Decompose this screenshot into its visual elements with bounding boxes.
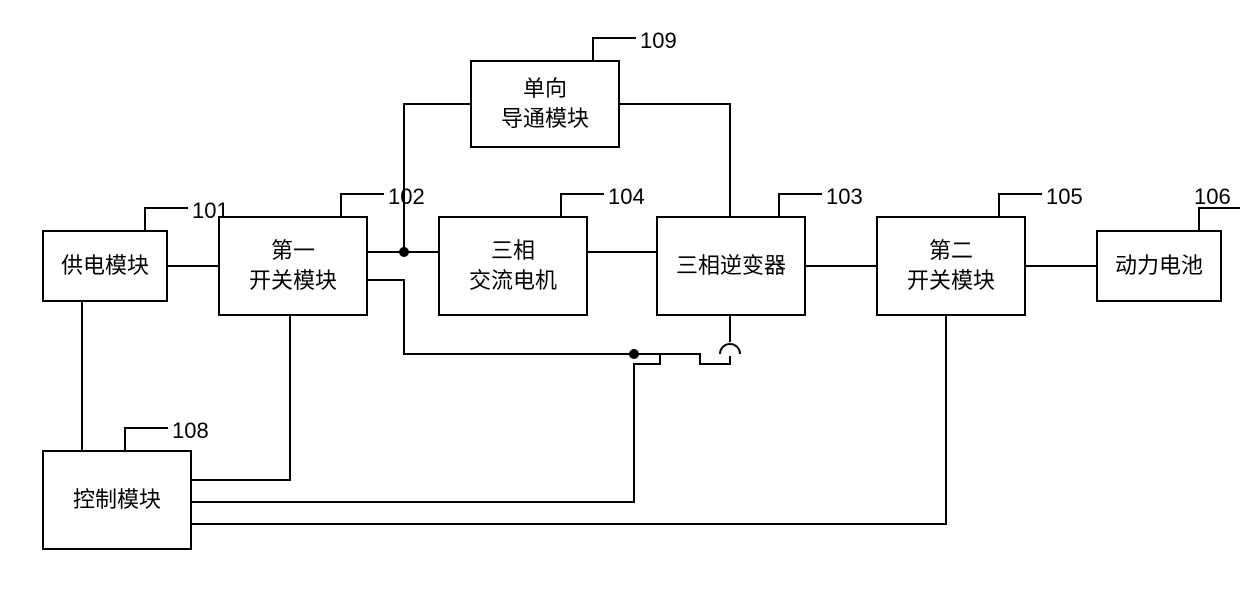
block-105-line0: 第二 [929,236,973,266]
ref-102: 102 [388,184,425,210]
block-109: 单向导通模块 [470,60,620,148]
block-102-line1: 开关模块 [249,266,337,296]
ref-108: 108 [172,418,209,444]
block-105: 第二开关模块 [876,216,1026,316]
block-109-line0: 单向 [523,74,567,104]
block-102-line0: 第一 [271,236,315,266]
junction-1 [629,349,639,359]
leader-108 [124,427,168,451]
block-104-line0: 三相 [491,236,535,266]
block-diagram: 101供电模块102第一开关模块104三相交流电机103三相逆变器105第二开关… [0,0,1240,595]
block-101-line0: 供电模块 [61,251,149,281]
block-106-line0: 动力电池 [1115,251,1203,281]
leader-106 [1198,207,1240,231]
wire-10 [192,354,660,502]
wire-11 [192,316,946,524]
ref-104: 104 [608,184,645,210]
block-102: 第一开关模块 [218,216,368,316]
block-105-line1: 开关模块 [907,266,995,296]
block-109-line1: 导通模块 [501,104,589,134]
wire-9 [192,316,290,480]
block-103-line0: 三相逆变器 [676,251,786,281]
block-104-line1: 交流电机 [469,266,557,296]
ref-103: 103 [826,184,863,210]
leader-105 [998,193,1042,217]
leader-109 [592,37,636,61]
junction-0 [399,247,409,257]
hop-0 [720,344,740,354]
block-106: 动力电池 [1096,230,1222,302]
block-108-line0: 控制模块 [73,485,161,515]
block-108: 控制模块 [42,450,192,550]
leader-101 [144,207,188,231]
ref-106: 106 [1194,184,1231,210]
block-103: 三相逆变器 [656,216,806,316]
block-101: 供电模块 [42,230,168,302]
leader-103 [778,193,822,217]
ref-105: 105 [1046,184,1083,210]
leader-104 [560,193,604,217]
leader-102 [340,193,384,217]
ref-109: 109 [640,28,677,54]
block-104: 三相交流电机 [438,216,588,316]
